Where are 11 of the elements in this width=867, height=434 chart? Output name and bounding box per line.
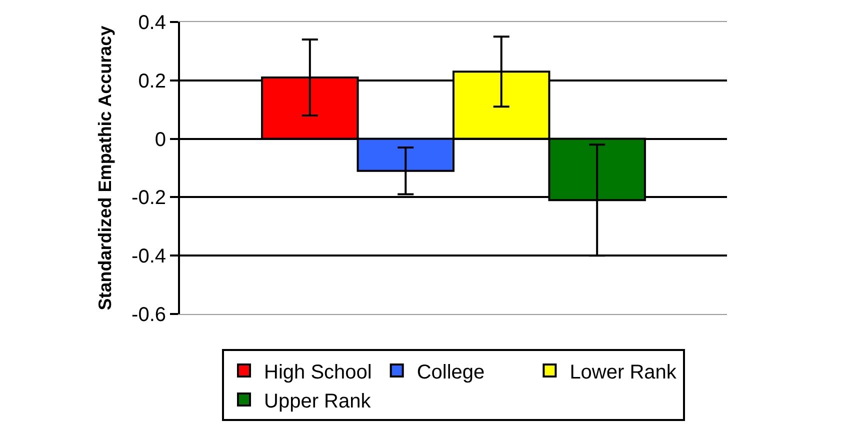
legend-label: Lower Rank: [570, 361, 678, 384]
legend-label: Upper Rank: [264, 390, 372, 412]
y-tick-label: -0.2: [132, 187, 166, 210]
y-tick-label: -0.4: [132, 246, 166, 268]
y-tick-label: -0.6: [132, 304, 166, 326]
y-axis-title: Standardized Empathic Accuracy: [95, 26, 116, 310]
legend-label: College: [416, 361, 485, 384]
y-tick-label: 0.4: [138, 12, 166, 34]
y-tick-label: 0.2: [138, 70, 166, 92]
legend-label: High School: [264, 361, 372, 384]
y-tick-label: 0: [154, 128, 166, 151]
